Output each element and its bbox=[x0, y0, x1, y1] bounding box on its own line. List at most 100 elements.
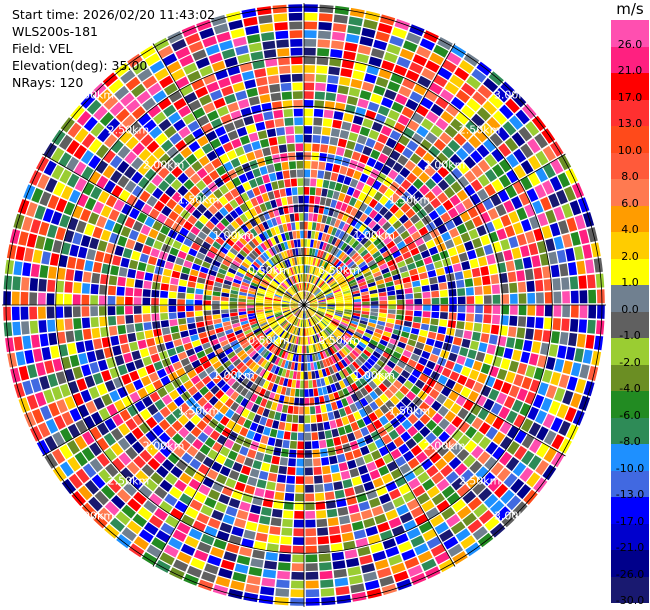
velocity-gate bbox=[335, 311, 343, 315]
velocity-gate bbox=[120, 343, 130, 354]
velocity-gate bbox=[358, 192, 367, 202]
velocity-gate bbox=[363, 19, 378, 30]
velocity-gate bbox=[253, 432, 262, 442]
velocity-gate bbox=[304, 354, 307, 363]
velocity-gate bbox=[266, 543, 279, 553]
velocity-gate bbox=[483, 285, 492, 295]
velocity-gate bbox=[171, 179, 182, 191]
velocity-gate bbox=[336, 305, 344, 307]
velocity-gate bbox=[349, 263, 357, 271]
velocity-gate bbox=[273, 300, 281, 303]
velocity-gate bbox=[159, 75, 174, 89]
velocity-gate bbox=[465, 287, 474, 296]
velocity-gate bbox=[308, 309, 314, 315]
velocity-gate bbox=[177, 250, 187, 260]
velocity-gate bbox=[234, 275, 243, 281]
velocity-gate bbox=[426, 536, 442, 549]
velocity-gate bbox=[287, 379, 293, 388]
colorbar-segment bbox=[611, 444, 649, 471]
velocity-gate bbox=[109, 367, 120, 379]
velocity-gate bbox=[256, 332, 264, 339]
velocity-gate bbox=[314, 290, 322, 296]
velocity-gate bbox=[372, 377, 382, 386]
velocity-gate bbox=[304, 204, 309, 212]
velocity-gate bbox=[368, 412, 378, 422]
velocity-gate bbox=[55, 293, 64, 305]
velocity-gate bbox=[222, 317, 230, 323]
velocity-gate bbox=[279, 188, 286, 197]
velocity-gate bbox=[506, 153, 519, 168]
velocity-gate bbox=[296, 345, 300, 354]
velocity-gate bbox=[304, 39, 317, 47]
velocity-gate bbox=[437, 444, 449, 457]
velocity-gate bbox=[366, 325, 375, 332]
velocity-gate bbox=[13, 336, 23, 351]
velocity-gate bbox=[548, 193, 560, 208]
velocity-gate bbox=[344, 297, 352, 301]
velocity-gate bbox=[431, 400, 442, 412]
velocity-gate bbox=[304, 432, 312, 441]
velocity-gate bbox=[183, 380, 194, 390]
velocity-gate bbox=[327, 307, 335, 310]
velocity-gate bbox=[271, 181, 279, 190]
velocity-gate bbox=[354, 370, 362, 379]
velocity-gate bbox=[359, 320, 368, 325]
velocity-gate bbox=[431, 493, 445, 506]
velocity-gate bbox=[107, 296, 116, 305]
velocity-gate bbox=[460, 469, 474, 483]
velocity-gate bbox=[362, 335, 371, 342]
velocity-gate bbox=[355, 456, 365, 467]
velocity-gate bbox=[483, 78, 499, 93]
velocity-gate bbox=[255, 300, 264, 303]
velocity-gate bbox=[268, 534, 280, 544]
velocity-gate bbox=[431, 297, 440, 305]
velocity-gate bbox=[275, 264, 282, 272]
velocity-gate bbox=[197, 326, 206, 334]
velocity-gate bbox=[300, 274, 303, 282]
velocity-gate bbox=[469, 193, 481, 206]
velocity-gate bbox=[418, 357, 428, 366]
velocity-gate bbox=[295, 380, 300, 388]
velocity-gate bbox=[378, 312, 387, 318]
velocity-gate bbox=[437, 67, 453, 80]
velocity-gate bbox=[263, 327, 271, 334]
velocity-gate bbox=[277, 316, 285, 322]
velocity-gate bbox=[273, 266, 280, 274]
velocity-gate bbox=[414, 237, 425, 247]
velocity-gate bbox=[289, 30, 303, 39]
velocity-gate bbox=[379, 404, 390, 414]
velocity-gate bbox=[273, 336, 280, 345]
velocity-gate bbox=[188, 354, 198, 363]
velocity-gate bbox=[394, 209, 404, 219]
velocity-gate bbox=[257, 357, 265, 366]
velocity-gate bbox=[322, 272, 329, 280]
velocity-gate bbox=[250, 197, 259, 207]
range-ring bbox=[5, 6, 603, 604]
velocity-gate bbox=[385, 481, 398, 492]
velocity-gate bbox=[218, 335, 227, 343]
velocity-gate bbox=[88, 138, 103, 154]
velocity-gate bbox=[281, 301, 290, 304]
velocity-gate bbox=[406, 391, 416, 401]
velocity-gate bbox=[239, 264, 248, 272]
velocity-gate bbox=[428, 145, 441, 158]
velocity-gate bbox=[222, 284, 231, 290]
velocity-gate bbox=[170, 466, 183, 478]
velocity-gate bbox=[201, 143, 213, 154]
velocity-gate bbox=[280, 331, 287, 339]
velocity-gate bbox=[158, 118, 172, 132]
velocity-gate bbox=[224, 438, 235, 449]
velocity-gate bbox=[398, 483, 411, 495]
velocity-gate bbox=[254, 225, 262, 235]
velocity-gate bbox=[168, 111, 181, 125]
velocity-gate bbox=[197, 135, 209, 147]
velocity-gate bbox=[305, 597, 320, 606]
velocity-gate bbox=[594, 335, 604, 351]
velocity-gate bbox=[116, 286, 125, 296]
velocity-gate bbox=[279, 262, 286, 270]
velocity-gate bbox=[318, 553, 331, 562]
velocity-gate bbox=[425, 432, 437, 444]
velocity-gate bbox=[269, 283, 277, 289]
velocity-gate bbox=[446, 492, 461, 506]
velocity-gate bbox=[133, 455, 146, 469]
